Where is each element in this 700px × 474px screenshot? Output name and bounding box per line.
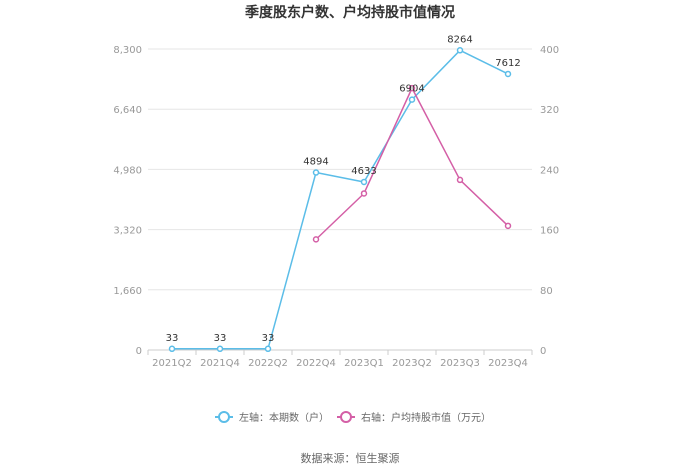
data-point (360, 178, 368, 186)
right-axis: 0 80 160 240 320 400 (540, 45, 559, 357)
data-point (408, 96, 416, 103)
right-tick-label: 80 (540, 286, 553, 297)
left-axis: 0 1,660 3,320 4,980 6,640 8,300 (113, 45, 142, 357)
legend-marker-left (218, 411, 230, 423)
data-point (264, 345, 272, 353)
data-label: 33 (262, 333, 275, 344)
source-note: 数据来源：恒生聚源 (301, 451, 400, 465)
x-tick-label: 2023Q1 (344, 358, 384, 369)
chart-title: 季度股东户数、户均持股市值情况 (244, 4, 455, 21)
legend-marker-right (340, 411, 352, 423)
left-tick-label: 6,640 (113, 105, 142, 116)
right-tick-label: 400 (540, 45, 559, 56)
legend: 左轴：本期数（户） 右轴：户均持股市值（万元） (215, 411, 491, 424)
x-tick-label: 2021Q2 (152, 358, 192, 369)
data-point (216, 345, 224, 353)
legend-item-right-series[interactable]: 右轴：户均持股市值（万元） (337, 411, 491, 424)
data-point (504, 222, 512, 230)
data-point (360, 190, 368, 197)
grid (148, 48, 532, 291)
right-tick-label: 320 (540, 105, 559, 116)
series-layer (168, 47, 512, 353)
left-tick-label: 4,980 (113, 165, 142, 176)
right-tick-label: 160 (540, 226, 559, 237)
x-tick-label: 2022Q4 (296, 358, 336, 369)
data-labels: 33 33 33 4894 4633 6904 8264 7612 (166, 34, 521, 343)
data-label: 4894 (303, 157, 328, 168)
right-tick-label: 240 (540, 165, 559, 176)
left-tick-label: 8,300 (113, 45, 142, 56)
series-line-right (315, 86, 509, 240)
x-tick-label: 2022Q2 (248, 358, 288, 369)
data-label: 33 (166, 333, 179, 344)
data-point (408, 84, 416, 92)
data-label: 6904 (399, 84, 424, 95)
left-tick-label: 1,660 (113, 286, 142, 297)
right-tick-label: 0 (540, 346, 546, 357)
data-point (504, 70, 512, 78)
data-label: 33 (214, 333, 227, 344)
legend-label-left: 左轴：本期数（户） (239, 411, 329, 424)
data-label: 4633 (351, 166, 376, 177)
data-point (312, 236, 320, 243)
x-tick-label: 2021Q4 (200, 358, 240, 369)
data-point (168, 345, 176, 353)
data-label: 7612 (495, 58, 520, 69)
legend-label-right: 右轴：户均持股市值（万元） (361, 411, 491, 424)
x-axis: 2021Q2 2021Q4 2022Q2 2022Q4 2023Q1 2023Q2 2023… (147, 349, 533, 369)
data-point (456, 47, 464, 54)
series-line-left (172, 49, 509, 350)
x-tick-label: 2023Q3 (440, 358, 480, 369)
x-tick-label: 2023Q2 (392, 358, 432, 369)
left-tick-label: 3,320 (113, 226, 142, 237)
legend-item-left-series[interactable]: 左轴：本期数（户） (215, 411, 329, 424)
data-label: 8264 (447, 34, 472, 45)
left-tick-label: 0 (136, 346, 142, 357)
data-point (312, 169, 320, 176)
data-point (456, 176, 464, 184)
x-tick-label: 2023Q4 (488, 358, 528, 369)
